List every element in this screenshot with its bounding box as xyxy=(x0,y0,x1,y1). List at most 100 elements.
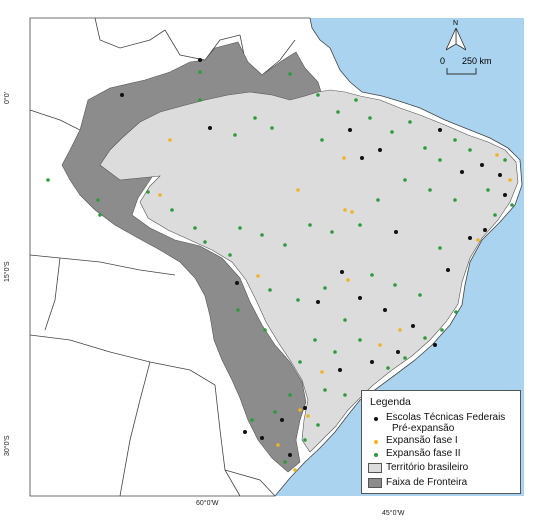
lon-label-45: 45°0'W xyxy=(382,510,405,517)
school-point xyxy=(360,156,364,160)
school-point xyxy=(263,328,267,332)
school-point xyxy=(293,468,297,472)
school-point xyxy=(233,133,237,137)
school-point xyxy=(323,286,327,290)
school-point xyxy=(378,343,382,347)
school-point xyxy=(510,203,514,207)
school-point xyxy=(168,138,172,142)
legend-swatch-pre-expansao xyxy=(374,417,378,421)
school-point xyxy=(383,308,387,312)
school-point xyxy=(438,246,442,250)
school-point xyxy=(170,208,174,212)
school-point xyxy=(376,198,380,202)
school-point xyxy=(483,228,487,232)
school-point xyxy=(393,283,397,287)
school-point xyxy=(403,178,407,182)
lat-label-15: 15°0'S xyxy=(4,261,11,282)
school-point xyxy=(342,156,346,160)
school-point xyxy=(340,270,344,274)
school-point xyxy=(288,72,292,76)
school-point xyxy=(433,343,437,347)
school-point xyxy=(493,213,497,217)
school-point xyxy=(146,190,150,194)
lon-label-60: 60°0'W xyxy=(196,500,219,507)
school-point xyxy=(260,233,264,237)
school-point xyxy=(320,370,324,374)
school-point xyxy=(358,223,362,227)
scale-and-north: N 0 250 km xyxy=(440,20,520,80)
lat-label-30: 30°0'S xyxy=(4,435,11,456)
school-point xyxy=(394,230,398,234)
school-point xyxy=(480,163,484,167)
school-point xyxy=(243,430,247,434)
points-fase-2 xyxy=(46,70,514,464)
legend-label-pre-expansao-line2: Pré-expansão xyxy=(392,423,455,434)
school-point xyxy=(454,310,458,314)
school-point xyxy=(508,178,512,182)
school-point xyxy=(236,308,240,312)
legend-label-territorio: Território brasileiro xyxy=(386,462,469,473)
school-point xyxy=(208,126,212,130)
lat-label-0: 0°0' xyxy=(4,92,11,104)
school-point xyxy=(316,93,320,97)
school-point xyxy=(486,188,490,192)
school-point xyxy=(323,388,327,392)
points-fase-1 xyxy=(158,138,512,472)
school-point xyxy=(343,208,347,212)
school-point xyxy=(333,350,337,354)
school-point xyxy=(98,213,102,217)
school-point xyxy=(418,293,422,297)
legend-swatch-territorio xyxy=(368,463,382,473)
school-point xyxy=(306,414,310,418)
scale-zero-label: 0 xyxy=(440,56,446,66)
school-point xyxy=(298,360,302,364)
school-point xyxy=(498,173,502,177)
school-point xyxy=(378,148,382,152)
school-point xyxy=(235,281,239,285)
school-point xyxy=(198,98,202,102)
school-point xyxy=(468,236,472,240)
school-point xyxy=(446,268,450,272)
school-point xyxy=(238,226,242,230)
school-point xyxy=(203,240,207,244)
school-point xyxy=(270,126,274,130)
school-point xyxy=(273,410,277,414)
school-point xyxy=(453,138,457,142)
school-point xyxy=(260,436,264,440)
school-point xyxy=(96,198,100,202)
school-point xyxy=(316,423,320,427)
points-pre-expansao xyxy=(120,58,507,457)
school-point xyxy=(495,153,499,157)
school-point xyxy=(370,273,374,277)
school-point xyxy=(390,130,394,134)
school-point xyxy=(453,198,457,202)
school-point xyxy=(396,350,400,354)
brazil-territory xyxy=(99,89,519,453)
school-point xyxy=(343,393,347,397)
school-point xyxy=(354,98,358,102)
school-point xyxy=(368,116,372,120)
school-point xyxy=(411,324,415,328)
school-point xyxy=(303,438,307,442)
school-point xyxy=(336,110,340,114)
school-point xyxy=(296,188,300,192)
legend-label-fase-2: Expansão fase II xyxy=(386,448,461,459)
school-point xyxy=(370,360,374,364)
school-point xyxy=(403,356,407,360)
school-point xyxy=(408,120,412,124)
school-point xyxy=(330,230,334,234)
legend: Legenda Escolas Técnicas Federais Pré-ex… xyxy=(361,390,521,494)
school-point xyxy=(460,170,464,174)
school-point xyxy=(46,178,50,182)
school-point xyxy=(468,148,472,152)
school-point xyxy=(320,138,324,142)
legend-label-fase-1: Expansão fase I xyxy=(386,435,458,446)
school-point xyxy=(438,128,442,132)
school-point xyxy=(316,300,320,304)
school-point xyxy=(256,274,260,278)
school-point xyxy=(250,418,254,422)
school-point xyxy=(398,328,402,332)
school-point xyxy=(423,146,427,150)
school-point xyxy=(308,223,312,227)
